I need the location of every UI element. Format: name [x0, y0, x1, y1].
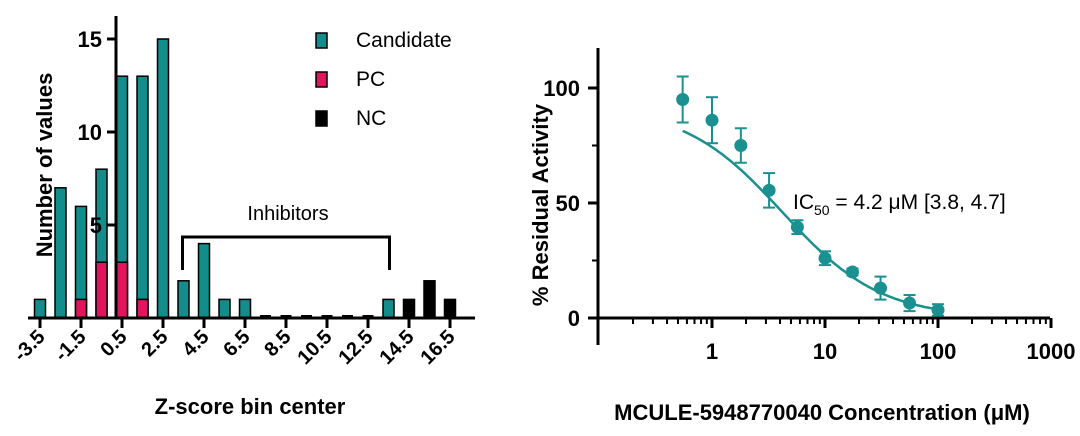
data-point-1 — [705, 96, 719, 145]
data-points — [676, 75, 945, 317]
histogram-x-tick-label-10: 16.5 — [416, 326, 459, 369]
histogram-panel: 5 10 15 -3.5 -1.5 0.5 2.5 4.5 6.5 8.510.512.514.… — [10, 16, 475, 419]
legend-label-candidate: Candidate — [356, 29, 452, 52]
data-point-0 — [676, 75, 690, 124]
histogram-y-tick-label-2: 10 — [78, 120, 102, 145]
histogram-x-tick-label-9: 14.5 — [375, 326, 418, 369]
data-point-4 — [790, 219, 804, 236]
histogram-x-axis-label: Z-score bin center — [155, 394, 346, 419]
marker-3 — [762, 183, 776, 197]
histogram-x-tick-label-3: 2.5 — [137, 326, 172, 361]
marker-4 — [790, 220, 804, 234]
legend-item-nc: NC — [315, 107, 386, 130]
histogram-bars — [33, 38, 457, 319]
bar-candidate-5 — [136, 75, 149, 319]
histogram-x-axis: -3.5 -1.5 0.5 2.5 4.5 6.5 8.510.512.514.516.5 — [10, 316, 475, 369]
dose-y-tick-label-1: 50 — [556, 191, 580, 216]
histogram-x-tick-label-4: 4.5 — [178, 326, 213, 361]
histogram-y-tick-label-3: 15 — [78, 27, 102, 52]
bar-pc-4 — [115, 261, 129, 319]
histogram-y-tick-label-1: 5 — [90, 213, 102, 238]
fit-curve — [682, 129, 939, 311]
marker-8 — [903, 296, 917, 310]
dose-x-tick-label-3: 1000 — [1027, 339, 1076, 364]
dose-y-tick-label-0: 0 — [568, 306, 580, 331]
dose-y-tick-label-2: 100 — [543, 76, 580, 101]
inhibitors-bracket: Inhibitors — [181, 203, 391, 270]
bar-candidate-10 — [238, 298, 252, 319]
marker-0 — [676, 93, 690, 106]
marker-1 — [705, 113, 719, 127]
bar-pc-2 — [74, 298, 88, 319]
data-point-3 — [762, 172, 776, 209]
bar-nc-20 — [443, 298, 457, 319]
bar-pc-3 — [95, 261, 108, 319]
dose-response-x-axis-label: MCULE-5948770040 Concentration (μM) — [614, 400, 1030, 425]
dose-response-x-axis: 1 10 100 1000 — [596, 316, 1076, 364]
histogram-x-tick-label-2: 0.5 — [96, 326, 131, 361]
dose-response-y-axis-label: % Residual Activity — [528, 103, 553, 306]
bar-candidate-8 — [197, 242, 211, 319]
histogram-x-tick-label-1: -1.5 — [51, 326, 91, 366]
data-point-8 — [903, 294, 917, 313]
data-point-7 — [874, 275, 888, 301]
dose-x-tick-label-2: 100 — [920, 339, 957, 364]
bar-nc-19 — [423, 280, 436, 319]
data-point-6 — [845, 265, 859, 279]
bar-candidate-0 — [33, 298, 47, 319]
ic50-prefix: IC — [793, 191, 814, 214]
histogram-x-tick-label-0: -3.5 — [10, 326, 50, 366]
inhibitors-label: Inhibitors — [247, 203, 328, 225]
bar-candidate-9 — [218, 298, 231, 319]
histogram-x-tick-label-8: 12.5 — [334, 326, 377, 369]
dose-response-y-axis: 0 50 100 — [543, 48, 600, 345]
marker-6 — [845, 265, 859, 279]
histogram-legend: Candidate PC NC — [315, 29, 452, 130]
histogram-x-tick-label-6: 8.5 — [260, 326, 295, 361]
bar-nc-18 — [402, 298, 416, 319]
bar-candidate-7 — [177, 280, 190, 319]
histogram-x-tick-label-7: 10.5 — [293, 326, 336, 369]
dose-x-tick-label-1: 10 — [813, 339, 837, 364]
marker-7 — [874, 281, 888, 295]
data-point-5 — [818, 250, 832, 267]
marker-2 — [734, 139, 748, 152]
ic50-value: = 4.2 μM [3.8, 4.7] — [830, 191, 1006, 214]
marker-9 — [931, 303, 945, 317]
histogram-x-tick-label-5: 6.5 — [219, 326, 254, 361]
data-point-2 — [734, 127, 748, 164]
bar-candidate-17 — [382, 298, 395, 319]
legend-item-pc: PC — [315, 68, 385, 91]
bar-pc-5 — [136, 298, 149, 319]
legend-label-pc: PC — [356, 68, 385, 91]
dose-x-tick-label-0: 1 — [706, 339, 718, 364]
legend-label-nc: NC — [356, 107, 386, 130]
ic50-subscript: 50 — [814, 202, 830, 218]
histogram-y-axis-label: Number of values — [32, 73, 57, 258]
marker-5 — [818, 251, 832, 265]
data-point-9 — [931, 303, 945, 317]
ic50-annotation: IC50 = 4.2 μM [3.8, 4.7] — [793, 191, 1006, 218]
legend-item-candidate: Candidate — [315, 29, 452, 52]
bar-candidate-6 — [156, 38, 170, 319]
